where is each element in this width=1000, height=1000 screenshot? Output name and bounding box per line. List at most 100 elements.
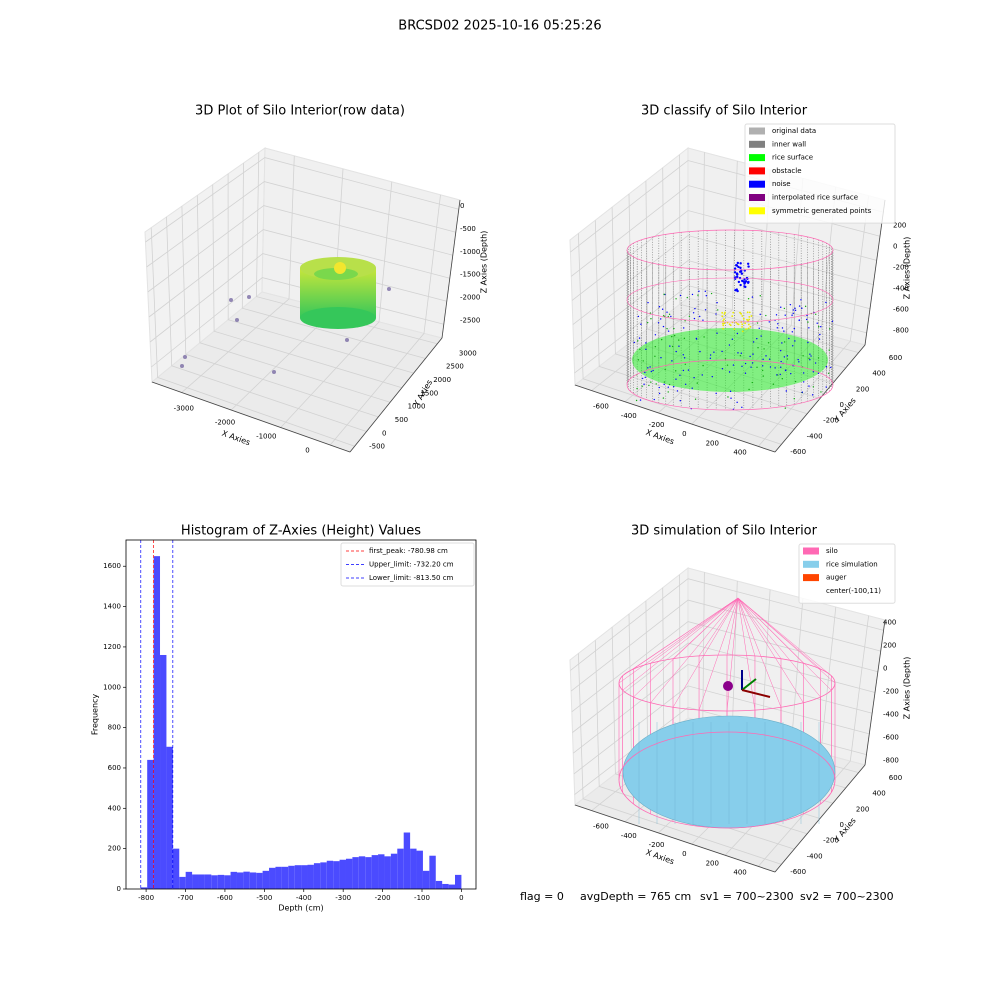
noise-point [750, 366, 752, 368]
noise-point [684, 320, 686, 322]
noise-point [759, 295, 761, 297]
z-tick-label: 0 [883, 665, 887, 673]
noise-point [644, 371, 646, 374]
bar [230, 871, 237, 889]
noise-point [682, 354, 685, 356]
raw-point [272, 370, 276, 374]
grid-line [572, 642, 876, 733]
noise-point [669, 345, 671, 347]
noise-point [814, 362, 817, 364]
noise-point [679, 374, 681, 377]
legend-box [798, 543, 896, 604]
grid-line [147, 205, 453, 293]
noise-point [684, 363, 687, 365]
y-tick-label: 0 [840, 401, 844, 409]
noise-point [819, 333, 821, 336]
silo-wire [726, 597, 739, 656]
noise-point [671, 345, 674, 348]
x-tick-label: -600 [593, 823, 609, 831]
noise-point [733, 267, 737, 270]
z-axis-label: Z Axies (Depth) [903, 237, 912, 300]
noise-point [801, 307, 803, 309]
noise-point [741, 365, 743, 367]
noise-point [732, 364, 735, 366]
x-tick-label: 400 [733, 868, 746, 876]
silo-wire [698, 597, 739, 711]
status-text: sv1 = 700~2300 [700, 890, 794, 903]
noise-point [737, 352, 739, 354]
z-tick-label: 200 [883, 642, 896, 650]
bar [281, 866, 289, 889]
plot-frame [125, 539, 477, 890]
noise-point [728, 371, 731, 373]
noise-point [704, 290, 706, 293]
noise-point [752, 353, 754, 355]
noise-point [735, 272, 739, 276]
cylinder-bump [334, 262, 346, 274]
bar [211, 875, 218, 889]
grid-line [578, 653, 782, 865]
noise-point [739, 355, 742, 357]
x-axis-label: Depth (cm) [278, 904, 323, 913]
noise-point [704, 309, 707, 311]
noise-point [668, 383, 671, 386]
grid-line [149, 253, 447, 343]
noise-point [818, 325, 820, 328]
z-tick-label: -800 [883, 757, 899, 765]
y-tick-label: 1500 [420, 389, 438, 397]
noise-point [767, 342, 770, 344]
bar [403, 832, 411, 889]
y-axis-line [349, 337, 443, 453]
chart-title: 3D Plot of Silo Interior(row data) [195, 104, 405, 119]
noise-point [693, 317, 696, 320]
noise-point [807, 341, 809, 344]
y-tick-label: 0 [117, 885, 121, 893]
noise-point [660, 338, 663, 341]
noise-point [810, 355, 812, 357]
noise-point [776, 374, 778, 376]
y-tick-label: 1000 [103, 683, 121, 691]
bar [243, 871, 250, 889]
grid-line [724, 186, 837, 436]
noise-point [808, 357, 810, 360]
noise-point [672, 385, 675, 388]
noise-point [789, 303, 792, 306]
noise-point [798, 305, 801, 307]
noise-point [735, 264, 738, 267]
noise-point [794, 307, 796, 309]
generated-point [722, 322, 724, 325]
bar [313, 863, 321, 889]
generated-point [748, 315, 751, 318]
bar [301, 865, 308, 889]
legend-label: noise [772, 180, 791, 188]
noise-point [683, 327, 685, 329]
generated-point [750, 315, 753, 317]
noise-point [726, 364, 729, 366]
silo-wire [737, 597, 782, 659]
noise-point [642, 360, 644, 362]
noise-point [776, 327, 779, 329]
noise-point [728, 344, 731, 346]
raw-point [229, 298, 233, 302]
noise-point [649, 312, 652, 314]
noise-point [705, 295, 708, 297]
bar [320, 862, 327, 889]
noise-point [781, 377, 784, 380]
noise-point [736, 401, 738, 404]
y-axis-line [774, 344, 866, 453]
noise-point [775, 314, 778, 316]
noise-point [660, 318, 662, 320]
legend-label: inner wall [772, 140, 806, 148]
noise-point [825, 301, 827, 304]
noise-point [751, 381, 753, 384]
bar [378, 854, 385, 889]
noise-point [660, 356, 662, 359]
noise-point [654, 345, 657, 348]
legend-patch [749, 207, 765, 215]
noise-point [663, 381, 666, 383]
noise-point [761, 369, 764, 372]
bar [384, 856, 391, 889]
x-axis-line [151, 381, 351, 453]
generated-point [724, 311, 726, 314]
